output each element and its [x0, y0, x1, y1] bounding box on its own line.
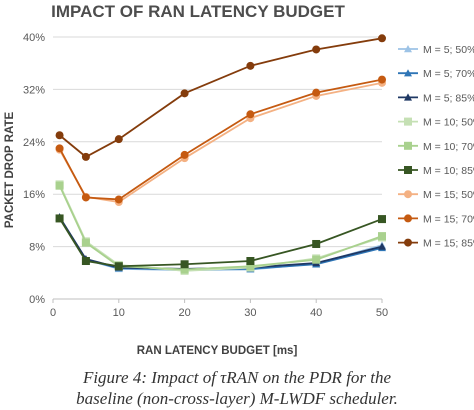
x-tick-label: 20	[178, 307, 190, 319]
data-point	[55, 214, 64, 223]
axes: 0% 8% 16% 24% 32% 40% 0 10 20 30 40 50	[23, 32, 388, 319]
series-5	[55, 214, 386, 271]
legend-label: M = 10; 85%	[423, 165, 474, 177]
legend-marker	[404, 117, 412, 126]
series-8	[55, 34, 386, 161]
y-tick-label: 40%	[23, 32, 45, 44]
data-point	[246, 110, 255, 119]
legend-marker	[404, 45, 412, 53]
data-point	[312, 88, 321, 97]
legend-label: M = 5; 50%	[423, 44, 474, 56]
y-tick-label: 0%	[29, 294, 45, 306]
y-tick-label: 32%	[23, 84, 45, 96]
data-point	[378, 232, 386, 241]
data-point	[180, 150, 189, 159]
data-point	[246, 257, 255, 266]
series-line	[59, 37, 383, 158]
legend-marker	[404, 190, 412, 199]
legend-label: M = 10; 50%	[423, 117, 474, 129]
series-line	[58, 78, 383, 201]
x-tick-label: 40	[310, 307, 322, 319]
legend-marker	[404, 93, 412, 101]
series-7	[55, 75, 386, 204]
legend-label: M = 15; 85%	[423, 238, 474, 250]
series-line	[58, 216, 383, 270]
series-line	[58, 81, 383, 204]
data-point	[180, 89, 189, 98]
x-tick-label: 10	[113, 307, 125, 319]
data-point	[246, 262, 255, 271]
data-point	[180, 260, 189, 269]
data-point	[378, 215, 386, 224]
data-point	[81, 193, 90, 202]
data-point	[246, 61, 255, 70]
series-6	[55, 78, 386, 207]
legend-marker	[404, 141, 412, 150]
y-axis-label: PACKET DROP RATE	[4, 112, 16, 229]
data-point	[312, 45, 321, 54]
data-point	[55, 131, 64, 140]
legend-label: M = 15; 70%	[423, 213, 474, 225]
legend-marker	[404, 214, 412, 223]
data-point	[81, 257, 90, 266]
legend-label: M = 15; 50%	[423, 189, 474, 201]
data-point	[378, 34, 386, 43]
y-tick-label: 16%	[23, 189, 45, 201]
y-tick-label: 24%	[23, 137, 45, 149]
data-point	[81, 152, 90, 161]
figure-caption-line-1: Figure 4: Impact of τRAN on the PDR for …	[82, 368, 392, 387]
data-point	[312, 255, 321, 264]
series-lines	[55, 34, 386, 275]
legend-label: M = 5; 85%	[423, 92, 474, 104]
figure-caption-line-2: baseline (non-cross-layer) M-LWDF schedu…	[76, 389, 398, 408]
legend-label: M = 10; 70%	[423, 141, 474, 153]
data-point	[55, 144, 64, 153]
legend-marker	[404, 238, 412, 247]
data-point	[378, 242, 386, 250]
data-point	[114, 135, 123, 144]
x-tick-label: 50	[376, 307, 388, 319]
data-point	[180, 265, 189, 274]
legend-marker	[404, 166, 412, 174]
data-point	[114, 195, 123, 204]
chart-title: IMPACT OF RAN LATENCY BUDGET	[51, 2, 345, 21]
data-point	[312, 239, 321, 248]
legend-label: M = 5; 70%	[423, 68, 474, 80]
legend: M = 5; 50% M = 5; 70% M = 5; 85% M = 10; 50…	[398, 44, 474, 250]
x-axis-label: RAN LATENCY BUDGET [ms]	[137, 345, 298, 357]
legend-marker	[404, 69, 412, 77]
x-tick-label: 0	[50, 307, 56, 319]
y-tick-label: 8%	[29, 242, 45, 254]
data-point	[378, 75, 386, 84]
x-tick-label: 30	[244, 307, 256, 319]
data-point	[55, 181, 64, 190]
data-point	[81, 238, 90, 247]
pdr-line-chart: IMPACT OF RAN LATENCY BUDGET 0% 8% 16% 24% 3…	[4, 2, 474, 357]
data-point	[114, 262, 123, 271]
